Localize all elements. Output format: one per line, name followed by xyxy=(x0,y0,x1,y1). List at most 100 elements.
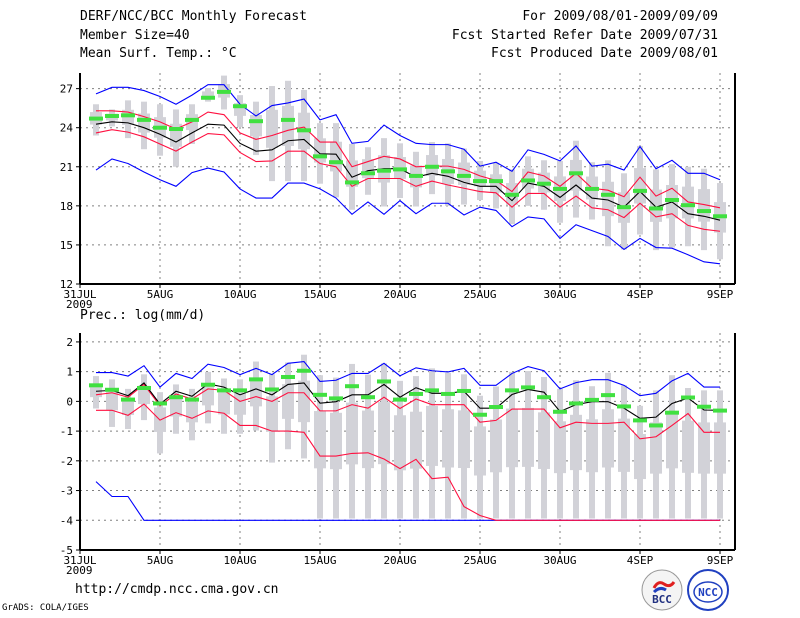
green-marker xyxy=(617,404,631,409)
ensemble-mean-line xyxy=(95,382,721,419)
green-marker xyxy=(521,385,535,390)
x-tick-label: 20AUG xyxy=(383,554,416,567)
green-marker xyxy=(473,412,487,417)
variable-label: Mean Surf. Temp.: °C xyxy=(80,46,237,61)
green-marker xyxy=(137,117,151,122)
green-marker xyxy=(649,206,663,211)
ensemble-quartile-box xyxy=(218,392,230,415)
green-marker xyxy=(521,178,535,183)
green-marker xyxy=(329,160,343,165)
green-marker xyxy=(169,127,183,132)
ensemble-quartile-box xyxy=(202,91,214,97)
green-marker xyxy=(153,401,167,406)
max-envelope-line xyxy=(95,84,721,181)
ensemble-quartile-box xyxy=(282,105,294,147)
x-tick-label: 31JUL xyxy=(63,554,96,567)
ensemble-quartile-box xyxy=(506,408,518,468)
ensemble-quartile-box xyxy=(426,405,438,466)
green-marker xyxy=(425,164,439,169)
ensemble-quartile-box xyxy=(186,401,198,423)
ensemble-quartile-box xyxy=(266,396,278,432)
ensemble-quartile-box xyxy=(106,391,118,411)
x-tick-label: 20AUG xyxy=(383,288,416,301)
ensemble-quartile-box xyxy=(474,426,486,476)
y-tick-label: -2 xyxy=(60,455,73,468)
green-marker xyxy=(585,397,599,402)
green-marker xyxy=(105,387,119,392)
ensemble-quartile-box xyxy=(298,380,310,423)
ensemble-quartile-box xyxy=(378,402,390,465)
ensemble-quartile-box xyxy=(570,159,582,191)
ensemble-quartile-box xyxy=(698,422,710,474)
ensemble-quartile-box xyxy=(554,421,566,474)
x-tick-label: 4SEP xyxy=(627,554,654,567)
ensemble-quartile-box xyxy=(714,422,726,474)
svg-text:BCC: BCC xyxy=(652,593,672,606)
green-marker xyxy=(217,89,231,94)
green-marker xyxy=(569,401,583,406)
green-marker xyxy=(425,388,439,393)
green-marker xyxy=(185,397,199,402)
green-marker xyxy=(313,154,327,159)
ensemble-quartile-box xyxy=(234,392,246,415)
green-marker xyxy=(697,209,711,214)
lower-spread-line xyxy=(95,129,721,232)
green-marker xyxy=(345,384,359,389)
green-marker xyxy=(361,171,375,176)
x-tick-label: 15AUG xyxy=(303,554,336,567)
ensemble-quartile-box xyxy=(634,168,646,204)
green-marker xyxy=(633,418,647,423)
green-marker xyxy=(409,391,423,396)
green-marker xyxy=(553,409,567,414)
green-marker xyxy=(169,395,183,400)
ensemble-quartile-box xyxy=(586,419,598,473)
ensemble-quartile-box xyxy=(410,411,422,469)
ensemble-quartile-box xyxy=(394,415,406,471)
ensemble-quartile-box xyxy=(250,378,262,407)
y-tick-label: 24 xyxy=(60,122,74,135)
ensemble-quartile-box xyxy=(650,422,662,474)
green-marker xyxy=(329,396,343,401)
x-tick-label: 9SEP xyxy=(707,554,734,567)
green-marker xyxy=(185,117,199,122)
green-marker xyxy=(377,168,391,173)
x-tick-label: 25AUG xyxy=(463,554,496,567)
green-marker xyxy=(713,214,727,219)
x-year-label: 2009 xyxy=(66,298,93,311)
lower-spread-line xyxy=(96,403,720,521)
y-tick-label: 12 xyxy=(60,278,73,291)
green-marker xyxy=(233,388,247,393)
ensemble-quartile-box xyxy=(170,396,182,417)
forecast-period: For 2009/08/01-2009/09/09 xyxy=(522,9,718,24)
green-marker xyxy=(601,192,615,197)
y-tick-label: -5 xyxy=(60,544,73,557)
x-tick-label: 10AUG xyxy=(223,288,256,301)
green-marker xyxy=(697,404,711,409)
green-marker xyxy=(105,113,119,118)
green-marker xyxy=(281,374,295,379)
green-marker xyxy=(233,104,247,109)
green-marker xyxy=(121,397,135,402)
green-marker xyxy=(633,188,647,193)
green-marker xyxy=(537,181,551,186)
ensemble-quartile-box xyxy=(346,160,358,187)
ensemble-quartile-box xyxy=(346,402,358,465)
ensemble-quartile-box xyxy=(122,398,134,415)
green-marker xyxy=(537,395,551,400)
ensemble-quartile-box xyxy=(522,407,534,467)
forecast-produced-date: Fcst Produced Date 2009/08/01 xyxy=(491,46,718,61)
precipitation-panel: -5 -4 -3 -2 -1 0 1 2 31JUL 5AUG 10AUG 15AUG 20AUG 25A… xyxy=(60,333,736,577)
green-marker xyxy=(681,395,695,400)
y-tick-label: 18 xyxy=(60,200,73,213)
green-marker xyxy=(569,171,583,176)
green-marker xyxy=(713,408,727,413)
ensemble-quartile-box xyxy=(250,115,262,137)
green-marker xyxy=(249,377,263,382)
green-marker xyxy=(217,388,231,393)
ensemble-quartile-box xyxy=(634,433,646,480)
grads-credit: GrADS: COLA/IGES xyxy=(2,603,89,613)
x-tick-label: 4SEP xyxy=(627,288,654,301)
ensemble-quartile-box xyxy=(698,189,710,222)
